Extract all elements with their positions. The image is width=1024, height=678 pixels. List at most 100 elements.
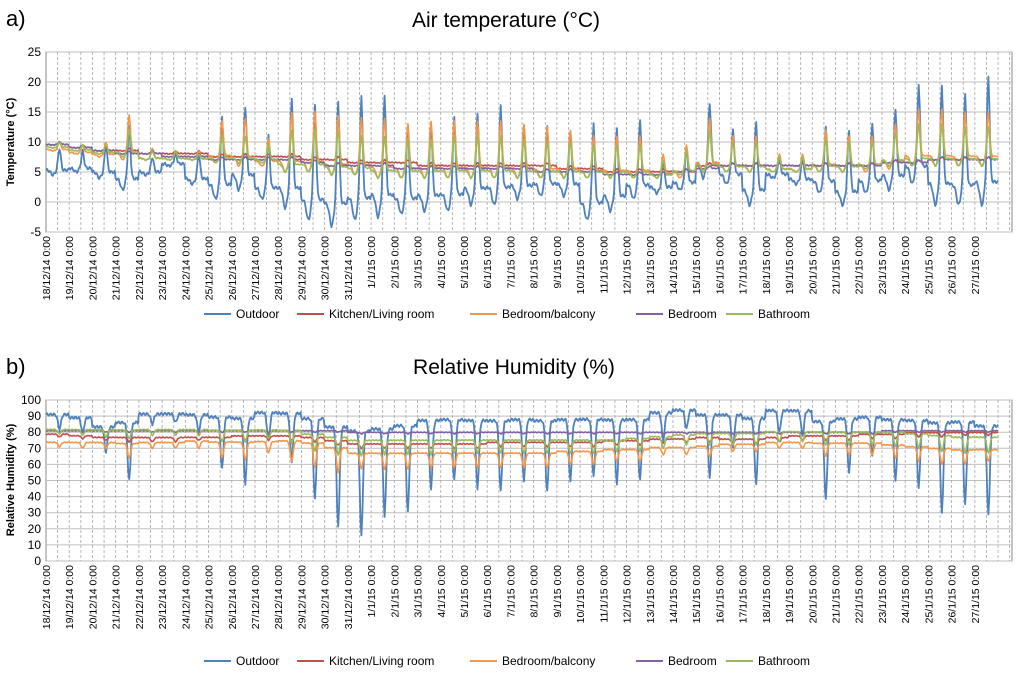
x-tick-label: 4/1/15 0:00	[436, 565, 448, 618]
y-tick-label: 20	[28, 522, 42, 536]
legend-label: Outdoor	[236, 307, 279, 321]
x-tick-label: 23/12/14 0:00	[157, 236, 169, 300]
x-tick-label: 23/1/15 0:00	[877, 236, 889, 295]
y-tick-label: 40	[28, 490, 42, 504]
x-tick-label: 2/1/15 0:00	[389, 236, 401, 289]
temperature-chart-title: Air temperature (°C)	[412, 9, 600, 32]
x-tick-label: 27/12/14 0:00	[250, 236, 262, 300]
y-tick-label: 15	[28, 105, 42, 119]
x-tick-label: 19/1/15 0:00	[784, 565, 796, 624]
x-tick-label: 25/12/14 0:00	[204, 565, 216, 629]
x-tick-label: 30/12/14 0:00	[320, 565, 332, 629]
x-tick-label: 17/1/15 0:00	[738, 236, 750, 295]
x-tick-label: 9/1/15 0:00	[552, 236, 564, 289]
humidity-y-axis-label: Relative Humidity (%)	[5, 423, 17, 536]
x-tick-label: 19/12/14 0:00	[64, 236, 76, 300]
x-tick-label: 18/12/14 0:00	[41, 565, 53, 629]
x-tick-label: 20/1/15 0:00	[807, 236, 819, 295]
x-tick-label: 8/1/15 0:00	[529, 565, 541, 618]
x-tick-label: 3/1/15 0:00	[413, 565, 425, 618]
x-tick-label: 10/1/15 0:00	[575, 236, 587, 295]
x-tick-label: 6/1/15 0:00	[482, 236, 494, 289]
y-tick-label: 60	[28, 457, 42, 471]
x-tick-label: 25/1/15 0:00	[923, 236, 935, 295]
x-tick-label: 22/12/14 0:00	[134, 565, 146, 629]
x-tick-label: 15/1/15 0:00	[691, 236, 703, 295]
x-tick-label: 17/1/15 0:00	[738, 565, 750, 624]
x-tick-label: 7/1/15 0:00	[505, 565, 517, 618]
temperature-y-axis-label: Temperature (°C)	[5, 97, 17, 186]
x-tick-label: 26/1/15 0:00	[947, 236, 959, 295]
x-tick-label: 1/1/15 0:00	[366, 236, 378, 289]
humidity-panel: b) Relative Humidity (%) Relative Humidi…	[5, 354, 1013, 668]
x-tick-label: 22/1/15 0:00	[854, 236, 866, 295]
y-tick-label: 5	[34, 165, 41, 179]
x-tick-label: 7/1/15 0:00	[505, 236, 517, 289]
x-tick-label: 22/1/15 0:00	[854, 565, 866, 624]
series-line-bathroom	[45, 123, 999, 180]
x-tick-label: 14/1/15 0:00	[668, 236, 680, 295]
y-tick-label: 90	[28, 409, 42, 423]
x-tick-label: 16/1/15 0:00	[714, 565, 726, 624]
temperature-legend: Outdoor Kitchen/Living room Bedroom/balcon…	[204, 307, 810, 321]
humidity-legend: Outdoor Kitchen/Living room Bedroom/balcon…	[204, 654, 810, 668]
x-tick-label: 27/1/15 0:00	[970, 565, 982, 624]
y-tick-label: 0	[34, 195, 41, 209]
x-tick-label: 22/12/14 0:00	[134, 236, 146, 300]
x-tick-label: 28/12/14 0:00	[273, 565, 285, 629]
x-tick-label: 12/1/15 0:00	[622, 236, 634, 295]
humidity-chart-title: Relative Humidity (%)	[413, 356, 615, 379]
x-tick-label: 19/1/15 0:00	[784, 236, 796, 295]
legend-label: Bathroom	[758, 654, 810, 668]
y-tick-label: 10	[28, 538, 42, 552]
x-tick-label: 9/1/15 0:00	[552, 565, 564, 618]
x-tick-label: 18/1/15 0:00	[761, 565, 773, 624]
x-tick-label: 23/1/15 0:00	[877, 565, 889, 624]
legend-label: Kitchen/Living room	[329, 307, 434, 321]
x-tick-label: 11/1/15 0:00	[598, 236, 610, 294]
x-tick-label: 26/1/15 0:00	[947, 565, 959, 624]
x-tick-label: 28/12/14 0:00	[273, 236, 285, 300]
x-tick-label: 21/1/15 0:00	[831, 565, 843, 624]
x-tick-label: 16/1/15 0:00	[714, 236, 726, 295]
x-tick-label: 24/1/15 0:00	[900, 236, 912, 295]
temperature-grid	[46, 51, 1012, 233]
x-tick-label: 30/12/14 0:00	[320, 236, 332, 300]
panel-a-label: a)	[6, 6, 26, 31]
x-tick-label: 10/1/15 0:00	[575, 565, 587, 624]
legend-label: Kitchen/Living room	[329, 654, 434, 668]
x-tick-label: 4/1/15 0:00	[436, 236, 448, 289]
x-tick-label: 23/12/14 0:00	[157, 565, 169, 629]
x-tick-label: 21/12/14 0:00	[111, 565, 123, 629]
x-tick-label: 11/1/15 0:00	[598, 565, 610, 623]
x-tick-label: 5/1/15 0:00	[459, 565, 471, 618]
series-line-bedroom-balcony	[45, 439, 999, 474]
y-tick-label: -5	[30, 225, 41, 239]
x-tick-label: 2/1/15 0:00	[389, 565, 401, 618]
temperature-panel: a) Air temperature (°C) Temperature (°C)…	[5, 6, 1013, 321]
legend-label: Bedroom	[668, 654, 717, 668]
legend-label: Bedroom	[668, 307, 717, 321]
x-tick-label: 20/12/14 0:00	[87, 565, 99, 629]
legend-label: Bedroom/balcony	[502, 654, 595, 668]
temperature-series-lines	[45, 75, 999, 229]
x-tick-label: 13/1/15 0:00	[645, 236, 657, 295]
x-tick-label: 24/12/14 0:00	[180, 565, 192, 629]
x-tick-label: 21/1/15 0:00	[831, 236, 843, 295]
x-tick-label: 26/12/14 0:00	[227, 565, 239, 629]
x-tick-label: 25/1/15 0:00	[923, 565, 935, 624]
y-tick-label: 10	[28, 135, 42, 149]
x-tick-label: 19/12/14 0:00	[64, 565, 76, 629]
x-tick-label: 1/1/15 0:00	[366, 565, 378, 618]
x-tick-label: 24/1/15 0:00	[900, 565, 912, 624]
x-tick-label: 31/12/14 0:00	[343, 565, 355, 629]
x-tick-label: 24/12/14 0:00	[180, 236, 192, 300]
x-tick-label: 29/12/14 0:00	[296, 236, 308, 300]
x-tick-label: 13/1/15 0:00	[645, 565, 657, 624]
humidity-x-ticks: 18/12/14 0:00 19/12/14 0:00 20/12/14 0:00 2…	[41, 565, 982, 629]
x-tick-label: 20/1/15 0:00	[807, 565, 819, 624]
legend-label: Bathroom	[758, 307, 810, 321]
panel-b-label: b)	[6, 354, 26, 379]
humidity-series-lines	[45, 407, 999, 537]
y-tick-label: 50	[28, 474, 42, 488]
